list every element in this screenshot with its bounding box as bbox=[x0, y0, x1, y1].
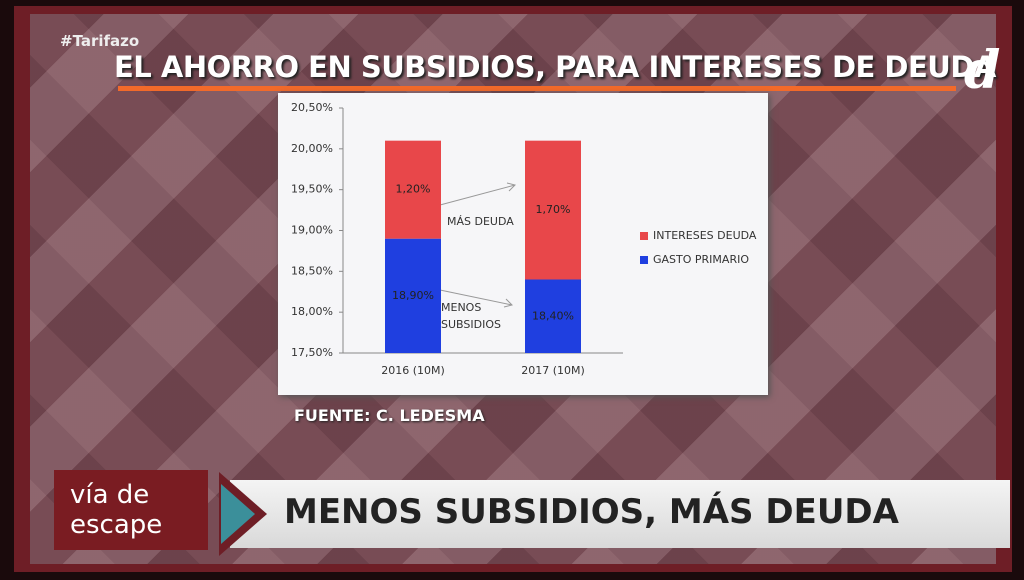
chart-panel: 17,50% 18,00% 18,50% 19,00% 19,50% 20,00% 20,5… bbox=[278, 93, 768, 395]
headline-underline bbox=[118, 86, 956, 91]
value-label: 18,40% bbox=[532, 309, 574, 322]
y-tick-label: 20,50% bbox=[291, 101, 333, 114]
hashtag: #Tarifazo bbox=[60, 32, 140, 50]
legend-label: INTERESES DEUDA bbox=[653, 229, 757, 242]
bar-segment bbox=[525, 279, 581, 353]
value-label: 1,70% bbox=[536, 203, 571, 216]
banner-arrow-inner bbox=[221, 484, 255, 544]
x-tick-label: 2017 (10M) bbox=[521, 364, 585, 377]
annotation: MENOS SUBSIDIOS bbox=[441, 301, 501, 331]
value-label: 1,20% bbox=[396, 183, 431, 196]
arrow-head bbox=[506, 182, 516, 192]
bar-segment bbox=[525, 140, 581, 280]
annotation: MÁS DEUDA bbox=[447, 215, 514, 228]
legend-swatch bbox=[640, 232, 648, 240]
source: FUENTE: C. LEDESMA bbox=[294, 406, 485, 425]
banner-text: MENOS SUBSIDIOS, MÁS DEUDA bbox=[284, 492, 899, 532]
arrow bbox=[439, 184, 516, 206]
x-tick-label: 2016 (10M) bbox=[381, 364, 445, 377]
arrow-head bbox=[503, 298, 513, 308]
y-tick-label: 19,50% bbox=[291, 183, 333, 196]
value-label: 18,90% bbox=[392, 289, 434, 302]
banner-box bbox=[230, 480, 1010, 548]
y-tick-label: 18,00% bbox=[291, 305, 333, 318]
y-tick-label: 17,50% bbox=[291, 346, 333, 359]
y-tick-label: 20,00% bbox=[291, 142, 333, 155]
show-name: vía de escape bbox=[54, 470, 208, 550]
chart: 17,50% 18,00% 18,50% 19,00% 19,50% 20,00% 20,5… bbox=[291, 101, 757, 377]
headline: EL AHORRO EN SUBSIDIOS, PARA INTERESES D… bbox=[114, 50, 996, 84]
bar-segment bbox=[385, 140, 441, 239]
logo: d bbox=[964, 40, 1001, 101]
y-tick-label: 19,00% bbox=[291, 224, 333, 237]
annotation-box: MENOS SUBSIDIOS bbox=[441, 301, 501, 331]
bar-segment bbox=[385, 238, 441, 353]
legend-swatch bbox=[640, 256, 648, 264]
legend-label: GASTO PRIMARIO bbox=[653, 253, 749, 266]
arrow bbox=[439, 289, 513, 306]
y-tick-label: 18,50% bbox=[291, 264, 333, 277]
